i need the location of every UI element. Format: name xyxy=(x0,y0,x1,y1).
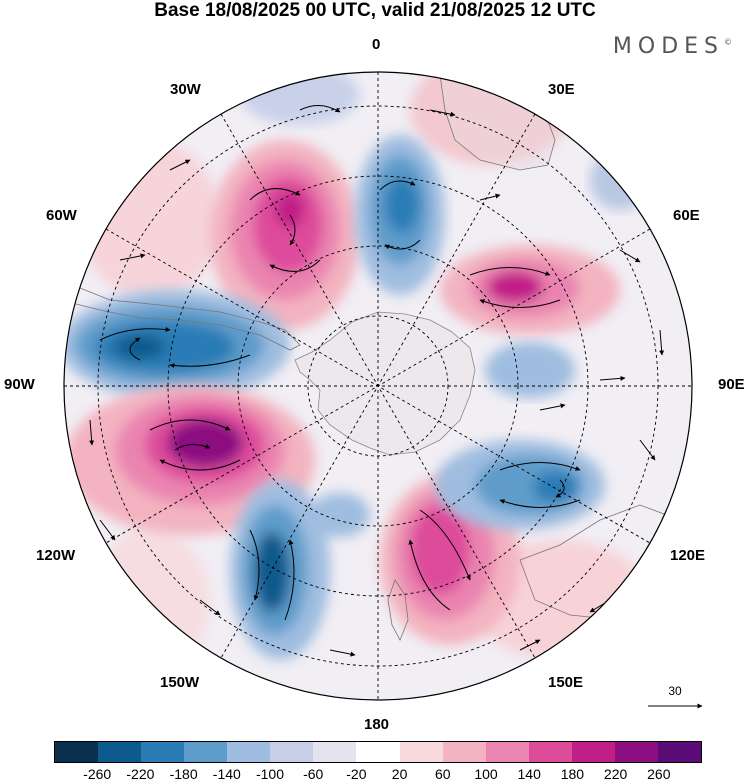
anomaly-positive-60E xyxy=(440,245,620,335)
antarctica xyxy=(294,311,476,456)
colorbar-swatch xyxy=(528,742,572,762)
lon-label-120e: 120E xyxy=(670,547,706,564)
colorbar-swatch xyxy=(657,742,701,762)
colorbar-swatch xyxy=(141,742,185,762)
lon-label-60w: 60W xyxy=(46,207,77,224)
colorbar-tick-label: 60 xyxy=(435,766,451,782)
colorbar-swatch xyxy=(571,742,615,762)
colorbar-tick-label: 180 xyxy=(560,766,585,782)
south-america xyxy=(64,279,301,351)
lon-label-60e: 60E xyxy=(673,207,700,224)
lon-label-90e: 90E xyxy=(718,376,745,393)
colorbar-tick-label: 260 xyxy=(647,766,671,782)
colorbar-tick-label: -60 xyxy=(303,766,324,782)
colorbar-swatch xyxy=(184,742,228,762)
colorbar-swatch xyxy=(98,742,142,762)
lon-label-30e: 30E xyxy=(548,81,575,98)
colorbar-swatch xyxy=(442,742,486,762)
colorbar-swatch xyxy=(313,742,357,762)
colorbar-swatch xyxy=(55,742,99,762)
colorbar-tick-label: -260 xyxy=(83,766,112,782)
colorbar-tick-label: 140 xyxy=(517,766,541,782)
colorbar-swatch xyxy=(485,742,529,762)
lon-label-0: 0 xyxy=(372,36,381,53)
colorbar-swatch xyxy=(399,742,443,762)
anomaly-field xyxy=(64,72,692,700)
map-outline xyxy=(63,71,693,701)
colorbar-tick-label: 220 xyxy=(603,766,628,782)
colorbar-tick-label: -20 xyxy=(346,766,367,782)
colorbar-swatch xyxy=(270,742,314,762)
reference-vector-label: 30 xyxy=(668,684,682,698)
lon-label-150w: 150W xyxy=(160,674,200,691)
colorbar-swatch xyxy=(614,742,658,762)
lon-label-180: 180 xyxy=(364,716,390,733)
colorbar-tick-label: 100 xyxy=(474,766,498,782)
lon-label-150e: 150E xyxy=(548,674,584,691)
reference-vector-box: 30 xyxy=(640,684,710,714)
lon-label-30w: 30W xyxy=(170,81,201,98)
background-positive-sw xyxy=(90,530,210,670)
anomaly-negative-150W xyxy=(230,480,370,660)
chart-title: Base 18/08/2025 00 UTC, valid 21/08/2025… xyxy=(154,0,596,21)
anomaly-positive-60W xyxy=(210,140,360,330)
anomaly-negative-90W xyxy=(64,290,290,400)
colorbar-tick-label: -220 xyxy=(126,766,155,782)
colorbar-swatch xyxy=(227,742,271,762)
anomaly-positive-110W xyxy=(65,385,315,535)
colorbar-tick-label: -180 xyxy=(169,766,198,782)
colorbar-tick-label: 20 xyxy=(391,766,408,782)
brand-logo: MODES© xyxy=(613,34,732,59)
wind-vectors xyxy=(89,105,665,657)
brand-mark: © xyxy=(724,37,732,47)
anomaly-negative-120E xyxy=(435,440,605,530)
lon-label-90w: 90W xyxy=(4,376,35,393)
lon-label-120w: 120W xyxy=(36,547,76,564)
meridians xyxy=(64,72,692,700)
anomaly-negative-0 xyxy=(355,135,445,295)
colorbar-tick-label: -100 xyxy=(255,766,285,782)
brand-text: MODES xyxy=(612,34,724,59)
colorbar-tick-label: -140 xyxy=(212,766,241,782)
background-negative-e xyxy=(590,150,650,210)
colorbar xyxy=(54,741,702,763)
colorbar-swatch xyxy=(356,742,400,762)
new-zealand xyxy=(387,579,409,641)
anomaly-negative-90E xyxy=(485,342,575,398)
